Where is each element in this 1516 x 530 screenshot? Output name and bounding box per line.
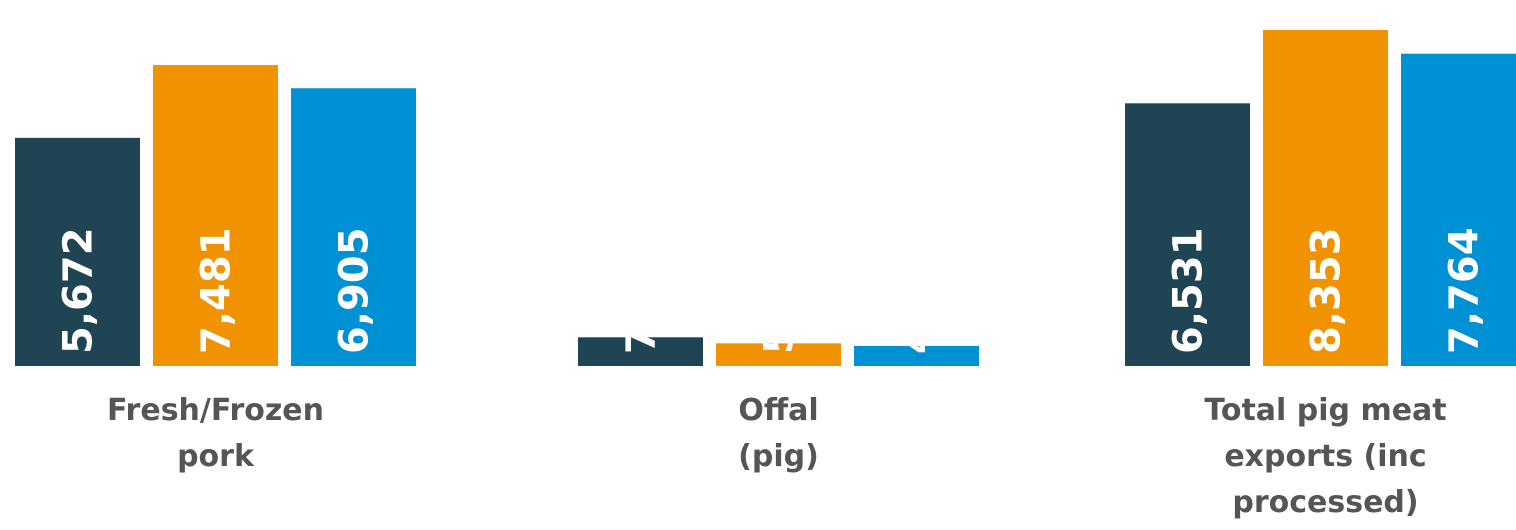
category-label-line: processed) <box>1232 485 1418 520</box>
category-label-2: Total pig meat exports (inc processed) <box>1204 393 1446 520</box>
bar-2-1 <box>1263 30 1388 366</box>
bar-value-label-1-0: 713 <box>619 271 665 355</box>
category-label-line: pork <box>177 439 255 474</box>
bar-1-2 <box>854 345 979 366</box>
bar-0-0 <box>15 137 140 366</box>
category-label-line: exports (inc <box>1224 439 1426 474</box>
bar-value-label-0-0: 5,672 <box>56 227 102 354</box>
bar-value-label-2-1: 8,353 <box>1304 227 1350 354</box>
bar-1-0 <box>578 337 703 366</box>
bar-value-label-1-2: 499 <box>895 271 941 355</box>
category-label-line: (pig) <box>738 439 819 474</box>
bar-value-label-2-2: 7,764 <box>1442 227 1488 354</box>
bar-value-label-2-0: 6,531 <box>1166 227 1212 354</box>
bar-value-label-0-2: 6,905 <box>332 227 378 354</box>
bar-2-2 <box>1401 53 1516 366</box>
bar-1-1 <box>716 343 841 366</box>
bar-0-1 <box>153 65 278 367</box>
bar-value-label-0-1: 7,481 <box>194 227 240 354</box>
bar-value-label-1-1: 563 <box>757 271 803 355</box>
category-label-line: Offal <box>738 393 818 428</box>
category-label-line: Total pig meat <box>1204 393 1446 428</box>
bar-0-2 <box>291 88 416 366</box>
category-label-0: Fresh/Frozen pork <box>107 393 324 474</box>
category-label-1: Offal (pig) <box>738 393 819 474</box>
category-label-line: Fresh/Frozen <box>107 393 324 428</box>
bar-2-0 <box>1125 103 1250 366</box>
